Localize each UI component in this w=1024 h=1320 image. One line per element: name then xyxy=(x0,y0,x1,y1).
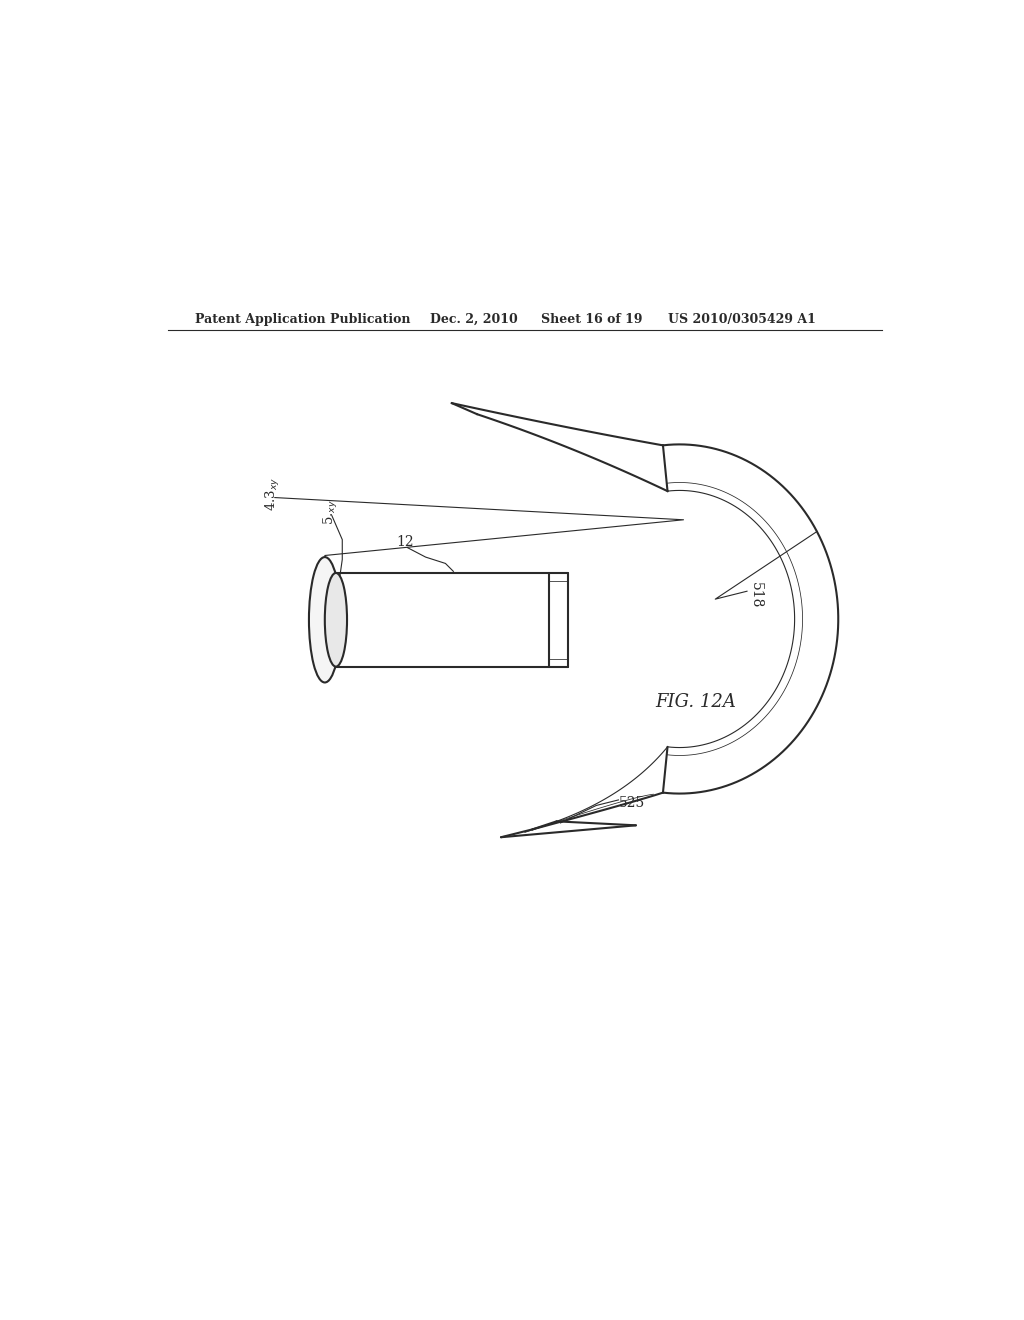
Ellipse shape xyxy=(325,573,347,667)
Text: 525: 525 xyxy=(618,796,645,810)
Text: 4.3$_{xy}$: 4.3$_{xy}$ xyxy=(264,477,283,511)
Text: 5.$_{xy}$: 5.$_{xy}$ xyxy=(323,499,340,525)
Text: 12: 12 xyxy=(396,535,414,549)
Text: Patent Application Publication: Patent Application Publication xyxy=(196,313,411,326)
Text: Dec. 2, 2010: Dec. 2, 2010 xyxy=(430,313,517,326)
Text: US 2010/0305429 A1: US 2010/0305429 A1 xyxy=(668,313,815,326)
Ellipse shape xyxy=(309,557,341,682)
Text: 518: 518 xyxy=(749,582,763,609)
Text: Sheet 16 of 19: Sheet 16 of 19 xyxy=(541,313,642,326)
Text: FIG. 12A: FIG. 12A xyxy=(655,693,736,711)
